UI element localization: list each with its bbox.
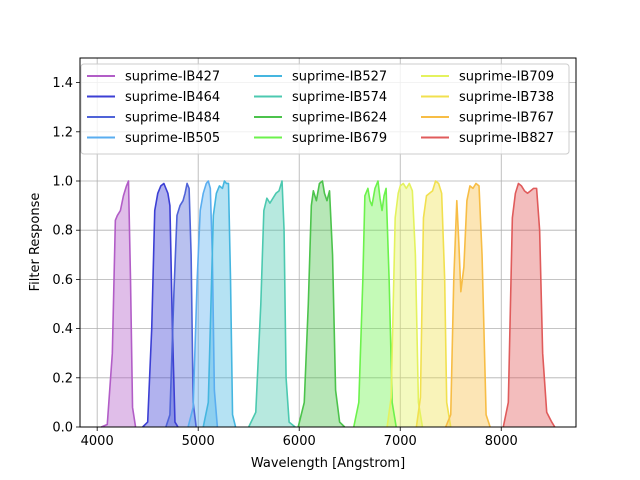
series-fill-suprime-IB427 — [101, 181, 136, 427]
legend-label: suprime-IB709 — [459, 70, 554, 85]
series-fill-suprime-IB464 — [142, 183, 178, 427]
legend-box — [80, 63, 570, 155]
series-line-suprime-IB624 — [297, 180, 346, 428]
legend: suprime-IB427 suprime-IB464 suprime-IB484 s… — [80, 63, 570, 155]
series-line-suprime-IB709 — [386, 182, 424, 428]
legend-label: suprime-IB484 — [125, 111, 220, 126]
y-tick-label: 1.4 — [52, 76, 73, 91]
legend-label: suprime-IB679 — [292, 131, 387, 146]
series-line-suprime-IB574 — [247, 180, 296, 428]
legend-label: suprime-IB574 — [292, 90, 387, 105]
series-line-suprime-IB505 — [187, 180, 219, 428]
series-line-suprime-IB427 — [100, 180, 137, 428]
series-line-suprime-IB767 — [444, 182, 491, 428]
x-axis-ticks: 4000 5000 6000 7000 8000 — [81, 427, 518, 449]
legend-label: suprime-IB464 — [125, 90, 220, 105]
x-tick-label: 6000 — [283, 434, 316, 449]
series-line-suprime-IB827 — [502, 182, 556, 428]
y-tick-label: 0.6 — [52, 273, 73, 288]
series-line-suprime-IB527 — [202, 180, 237, 428]
y-tick-label: 0.4 — [52, 322, 73, 337]
legend-label: suprime-IB527 — [292, 70, 387, 85]
series-fill-suprime-IB767 — [445, 183, 491, 427]
series-fill-suprime-IB827 — [503, 183, 555, 427]
x-axis-label: Wavelength [Angstrom] — [251, 456, 405, 471]
legend-label: suprime-IB427 — [125, 70, 220, 85]
legend-label: suprime-IB505 — [125, 131, 220, 146]
series-line-suprime-IB738 — [415, 180, 452, 428]
y-tick-label: 1.2 — [52, 125, 73, 140]
series-lines — [100, 180, 556, 428]
y-tick-label: 0.8 — [52, 224, 73, 239]
x-tick-label: 8000 — [485, 434, 518, 449]
x-tick-label: 7000 — [384, 434, 417, 449]
series-fill-suprime-IB527 — [203, 181, 236, 427]
legend-label: suprime-IB624 — [292, 111, 387, 126]
x-tick-label: 5000 — [182, 434, 215, 449]
plot-frame — [79, 57, 577, 428]
series-fill-suprime-IB709 — [387, 183, 423, 427]
series-line-suprime-IB484 — [165, 182, 197, 428]
x-tick-label: 4000 — [81, 434, 114, 449]
series-fill-suprime-IB624 — [298, 181, 345, 427]
series-line-suprime-IB679 — [352, 180, 397, 428]
legend-label: suprime-IB767 — [459, 111, 554, 126]
y-tick-label: 0.2 — [52, 371, 73, 386]
legend-label: suprime-IB738 — [459, 90, 554, 105]
legend-label: suprime-IB827 — [459, 131, 554, 146]
y-axis-label: Filter Response — [28, 193, 43, 292]
y-axis-ticks: 0.0 0.2 0.4 0.6 0.8 1.0 1.2 1.4 — [52, 76, 80, 436]
y-tick-label: 0.0 — [52, 421, 73, 436]
series-fill-suprime-IB738 — [416, 181, 451, 427]
y-tick-label: 1.0 — [52, 175, 73, 190]
